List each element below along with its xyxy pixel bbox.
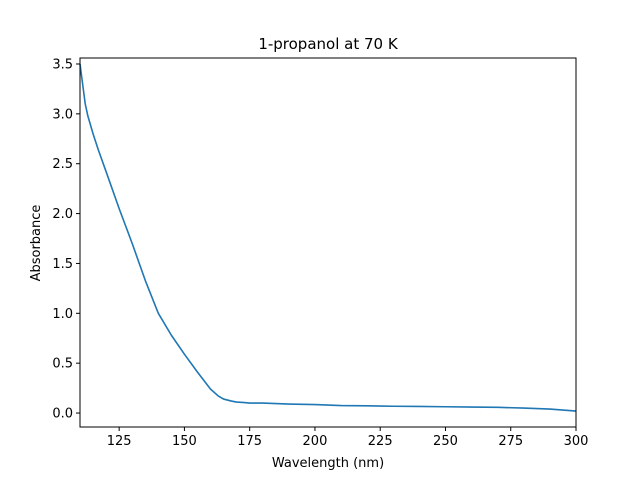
y-tick-label: 3.0 xyxy=(52,107,73,122)
x-tick-label: 250 xyxy=(433,434,458,449)
plot-area xyxy=(79,57,577,428)
x-tick-label: 125 xyxy=(107,434,132,449)
plot-frame xyxy=(79,57,577,428)
chart-title: 1-propanol at 70 K xyxy=(258,35,399,53)
y-tick-label: 1.5 xyxy=(52,257,73,272)
y-axis: 0.0 0.5 1.0 1.5 2.0 2.5 3.0 3.5 xyxy=(52,57,80,422)
y-tick-label: 2.0 xyxy=(52,207,73,222)
x-axis-label: Wavelength (nm) xyxy=(272,456,384,471)
y-tick-label: 1.0 xyxy=(52,307,73,322)
y-tick-label: 0.0 xyxy=(52,407,73,422)
y-axis-label: Absorbance xyxy=(29,205,44,282)
x-tick-label: 200 xyxy=(303,434,328,449)
x-tick-label: 300 xyxy=(564,434,589,449)
x-tick-label: 175 xyxy=(237,434,262,449)
y-tick-label: 3.5 xyxy=(52,57,73,72)
x-axis: 125 150 175 200 225 250 275 300 xyxy=(107,427,589,449)
x-tick-label: 150 xyxy=(172,434,197,449)
x-tick-label: 225 xyxy=(368,434,393,449)
series-line-0 xyxy=(79,63,577,412)
x-tick-label: 275 xyxy=(498,434,523,449)
y-tick-label: 0.5 xyxy=(52,357,73,372)
y-tick-label: 2.5 xyxy=(52,157,73,172)
